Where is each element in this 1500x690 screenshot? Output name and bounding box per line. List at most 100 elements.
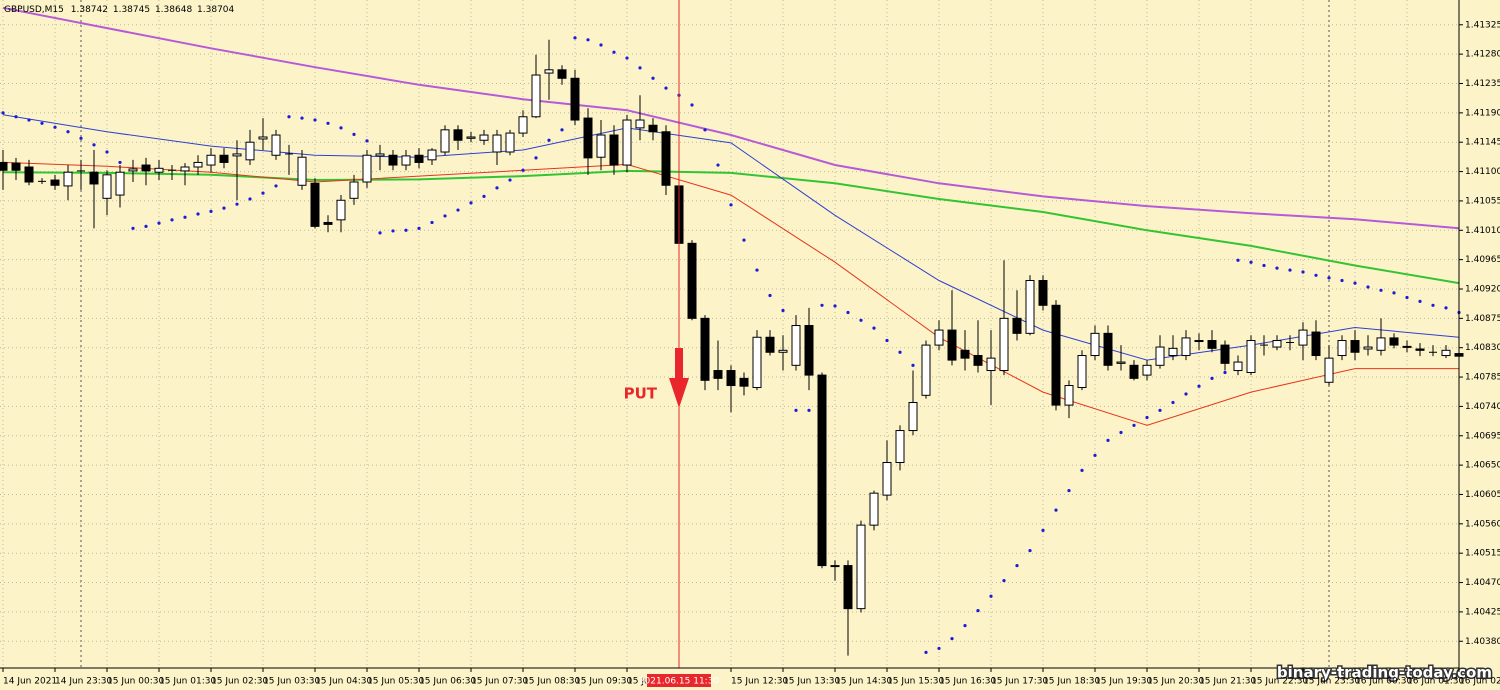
sar-dot — [573, 36, 577, 40]
candle-body — [362, 154, 372, 183]
sar-dot — [534, 156, 538, 160]
candle-body — [427, 149, 437, 161]
moving-average — [2, 169, 1460, 285]
sar-dot — [755, 268, 759, 272]
sar-dot — [1366, 285, 1370, 289]
y-tick-label: 1.40785 — [1465, 373, 1500, 383]
sar-dot — [950, 637, 954, 641]
sar-dot — [131, 226, 135, 230]
sar-dot — [833, 304, 837, 308]
sar-dot — [1158, 408, 1162, 412]
sar-dot — [1145, 415, 1149, 420]
sar-dot — [1015, 563, 1019, 568]
candle-body — [531, 74, 541, 118]
candle-body — [63, 171, 73, 187]
candle-body — [830, 565, 840, 568]
sar-dot — [651, 76, 655, 80]
x-tick-label: 15 Jun 23:30 — [1303, 677, 1360, 687]
sar-dot — [170, 218, 174, 222]
sar-dot — [937, 646, 941, 651]
signal-arrow-shaft — [675, 348, 683, 380]
candle-body — [1038, 280, 1048, 306]
sar-dot — [53, 125, 57, 129]
sar-dot — [820, 303, 824, 307]
candle-body — [1090, 332, 1100, 357]
sar-dot — [989, 594, 993, 598]
candle-body — [557, 69, 567, 79]
candle-body — [271, 134, 281, 156]
signal-arrow-head — [669, 378, 689, 408]
sar-dot — [482, 194, 486, 198]
x-tick-label: 15 Jun 22:30 — [1251, 677, 1308, 687]
y-tick-label: 1.40965 — [1465, 255, 1500, 265]
sar-dot — [1132, 423, 1136, 427]
sar-dot — [261, 191, 265, 195]
sar-dot — [1327, 276, 1331, 280]
x-tick-label: 15 Jun 06:30 — [419, 677, 476, 687]
candle-body — [908, 401, 918, 432]
candle-body — [999, 317, 1009, 372]
time-highlight — [647, 674, 711, 687]
candle-body — [232, 153, 242, 157]
candle-body — [141, 164, 151, 172]
candle-body — [349, 181, 359, 199]
candle-body — [1298, 329, 1308, 346]
candle-body — [791, 325, 801, 366]
candle-body — [687, 242, 697, 319]
y-tick-label: 1.40740 — [1465, 402, 1500, 412]
sar-dot — [1041, 528, 1045, 532]
sar-dot — [352, 132, 356, 136]
sar-dot — [859, 318, 863, 322]
candle-body — [193, 161, 203, 168]
y-tick-label: 1.40650 — [1465, 461, 1500, 471]
candle-body — [648, 124, 658, 133]
sar-dot — [807, 408, 811, 412]
candle-body — [1441, 349, 1451, 357]
candle-body — [258, 136, 268, 140]
sar-dot — [1249, 260, 1253, 264]
candle-body — [1064, 385, 1074, 406]
watermark: binary-trading-today.com — [1277, 664, 1492, 682]
symbol: GBPUSD,M15 — [4, 5, 64, 15]
candle-body — [1116, 361, 1126, 364]
sar-dot — [287, 115, 291, 119]
sar-dot — [378, 231, 382, 235]
sar-dot — [547, 138, 551, 142]
signal-label: PUT — [624, 385, 658, 403]
sar-dot — [742, 238, 746, 242]
sar-dot — [1, 111, 5, 115]
sar-dot — [222, 206, 226, 210]
sar-dot — [79, 136, 83, 140]
candle-body — [24, 166, 34, 183]
candle-body — [1233, 361, 1243, 372]
x-tick-label: 15 Jun 15:30 — [887, 677, 944, 687]
candle-body — [375, 153, 385, 157]
x-tick-label: 15 Jun 21:30 — [1199, 677, 1256, 687]
y-tick-label: 1.40515 — [1465, 549, 1500, 559]
candle-body — [1402, 345, 1412, 348]
candle-body — [1194, 340, 1204, 343]
sar-dot — [1028, 548, 1032, 553]
candle-body — [50, 179, 60, 186]
candle-body — [752, 336, 762, 388]
sar-dot — [1288, 268, 1292, 272]
sar-dot — [1106, 438, 1110, 442]
sar-dot — [586, 38, 590, 42]
y-tick-label: 1.41100 — [1465, 167, 1500, 177]
sar-dot — [1054, 508, 1058, 512]
x-tick-label: 15 Jun 02:30 — [211, 677, 268, 687]
sar-dot — [27, 118, 31, 122]
x-tick-label: 15 Jun 05:30 — [367, 677, 424, 687]
candle-body — [297, 156, 307, 186]
sar-dot — [391, 229, 395, 233]
sar-dot — [625, 56, 629, 60]
x-tick-label: 15 Jun 00:30 — [107, 677, 164, 687]
candle-body — [401, 155, 411, 166]
y-tick-label: 1.41145 — [1465, 138, 1500, 148]
sar-dot — [1119, 430, 1123, 435]
candle-body — [115, 171, 125, 196]
candle-body — [336, 199, 346, 221]
sar-dot — [1080, 468, 1084, 472]
candle-body — [453, 129, 463, 141]
sar-dot — [1171, 400, 1175, 405]
